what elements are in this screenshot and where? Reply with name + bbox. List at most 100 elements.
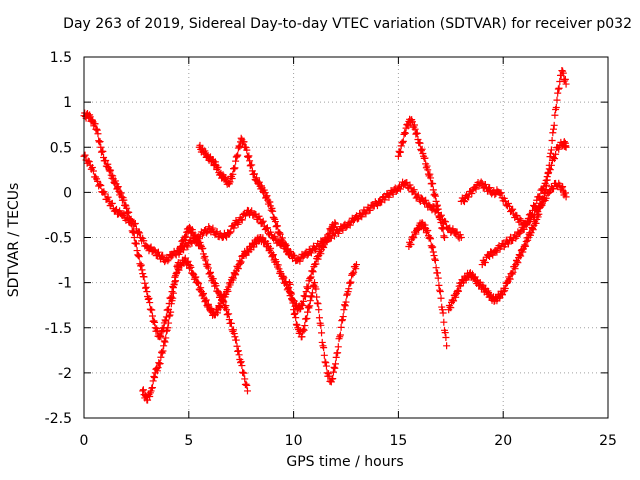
data-point [184, 243, 192, 251]
data-point [112, 205, 120, 213]
y-tick-label: 0 [63, 185, 72, 201]
data-point [217, 291, 225, 299]
data-point [250, 170, 258, 178]
data-point [529, 224, 537, 232]
data-point [514, 259, 522, 267]
data-point [274, 261, 282, 269]
data-point [547, 146, 555, 154]
y-tick-label: -2 [58, 366, 72, 382]
data-point [424, 166, 432, 174]
data-point [543, 176, 551, 184]
data-point [264, 240, 272, 248]
data-point [432, 197, 440, 205]
data-point [332, 353, 340, 361]
data-point [117, 189, 125, 197]
data-point [536, 192, 544, 200]
data-point [230, 165, 238, 173]
data-point [262, 193, 270, 201]
data-point [436, 215, 444, 223]
data-point [138, 266, 146, 274]
data-point [274, 222, 282, 230]
data-point [292, 314, 300, 322]
data-point [209, 275, 217, 283]
data-point [524, 217, 532, 225]
data-point [246, 157, 254, 165]
data-point [549, 129, 557, 137]
data-point [317, 321, 325, 329]
data-point [513, 212, 521, 220]
data-point [426, 170, 434, 178]
data-point [165, 255, 173, 263]
data-point [411, 125, 419, 133]
data-point [190, 232, 198, 240]
data-point [219, 296, 227, 304]
data-point [442, 333, 450, 341]
data-point [529, 226, 537, 234]
data-point [337, 323, 345, 331]
data-point [562, 193, 570, 201]
data-point [231, 164, 239, 172]
data-point [317, 250, 325, 258]
data-point [529, 206, 537, 214]
x-tick-label: 5 [184, 433, 193, 449]
data-point [232, 336, 240, 344]
data-point [489, 251, 497, 259]
data-point [434, 274, 442, 282]
data-point [321, 358, 329, 366]
data-point [506, 275, 514, 283]
y-axis-label: SDTVAR / TECUs [6, 182, 22, 298]
data-point [546, 166, 554, 174]
data-point [150, 246, 158, 254]
data-point [232, 271, 240, 279]
data-point [146, 299, 154, 307]
data-point [142, 283, 150, 291]
data-point [331, 364, 339, 372]
data-point [234, 265, 242, 273]
data-point [449, 225, 457, 233]
data-point [352, 265, 360, 273]
data-point [350, 268, 358, 276]
data-point [280, 274, 288, 282]
data-point [302, 288, 310, 296]
data-point [346, 279, 354, 287]
x-tick-label: 25 [599, 433, 617, 449]
data-point [199, 289, 207, 297]
data-point [486, 252, 494, 260]
data-point [223, 233, 231, 241]
data-point [306, 274, 314, 282]
data-point [145, 294, 153, 302]
y-tick-label: 0.5 [50, 140, 72, 156]
data-point [454, 286, 462, 294]
x-tick-label: 20 [494, 433, 512, 449]
data-point [468, 189, 476, 197]
data-point [165, 319, 173, 327]
data-point [429, 243, 437, 251]
data-point [266, 198, 274, 206]
data-point [341, 302, 349, 310]
data-point [281, 241, 289, 249]
data-point [99, 147, 107, 155]
data-point [199, 244, 207, 252]
data-point [166, 311, 174, 319]
data-point [84, 157, 92, 165]
data-point [150, 317, 158, 325]
data-point [120, 196, 128, 204]
data-point [181, 232, 189, 240]
data-point [276, 230, 284, 238]
data-point [331, 219, 339, 227]
data-point [129, 228, 137, 236]
data-point [135, 253, 143, 261]
data-point [552, 103, 560, 111]
data-point [285, 283, 293, 291]
data-point [347, 278, 355, 286]
data-point [288, 295, 296, 303]
data-point [172, 270, 180, 278]
data-point [437, 219, 445, 227]
data-point [454, 287, 462, 295]
data-point [258, 219, 266, 227]
data-point [271, 232, 279, 240]
data-point [349, 270, 357, 278]
data-point [303, 314, 311, 322]
data-point [128, 227, 136, 235]
y-tick-label: -1.5 [45, 321, 72, 337]
